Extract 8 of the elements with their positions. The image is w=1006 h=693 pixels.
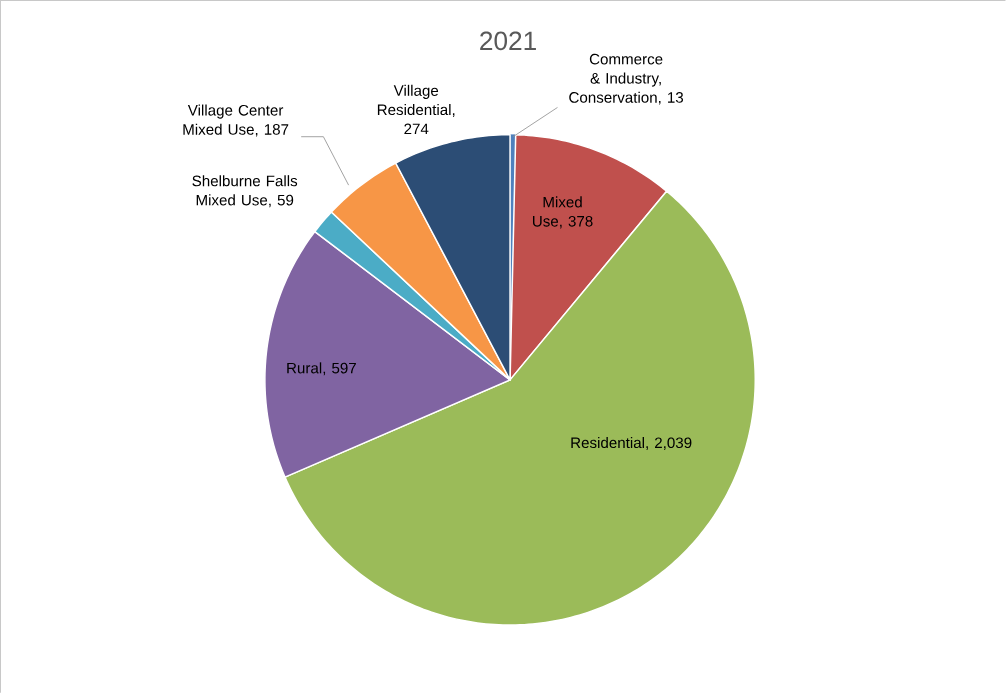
slice-label: Shelburne Falls Mixed Use, 59 xyxy=(192,175,298,208)
slice-label: Village Residential, 274 xyxy=(377,84,455,135)
chart-title: 2021 xyxy=(480,31,536,51)
slice-label: Village Center Mixed Use, 187 xyxy=(183,104,289,137)
slice-label: Residential, 2,039 xyxy=(571,436,692,450)
slice-label: Rural, 597 xyxy=(287,362,356,376)
slice-label: Commerce & Industry, Conservation, 13 xyxy=(569,53,684,105)
slice-label: Mixed Use, 378 xyxy=(533,196,593,229)
